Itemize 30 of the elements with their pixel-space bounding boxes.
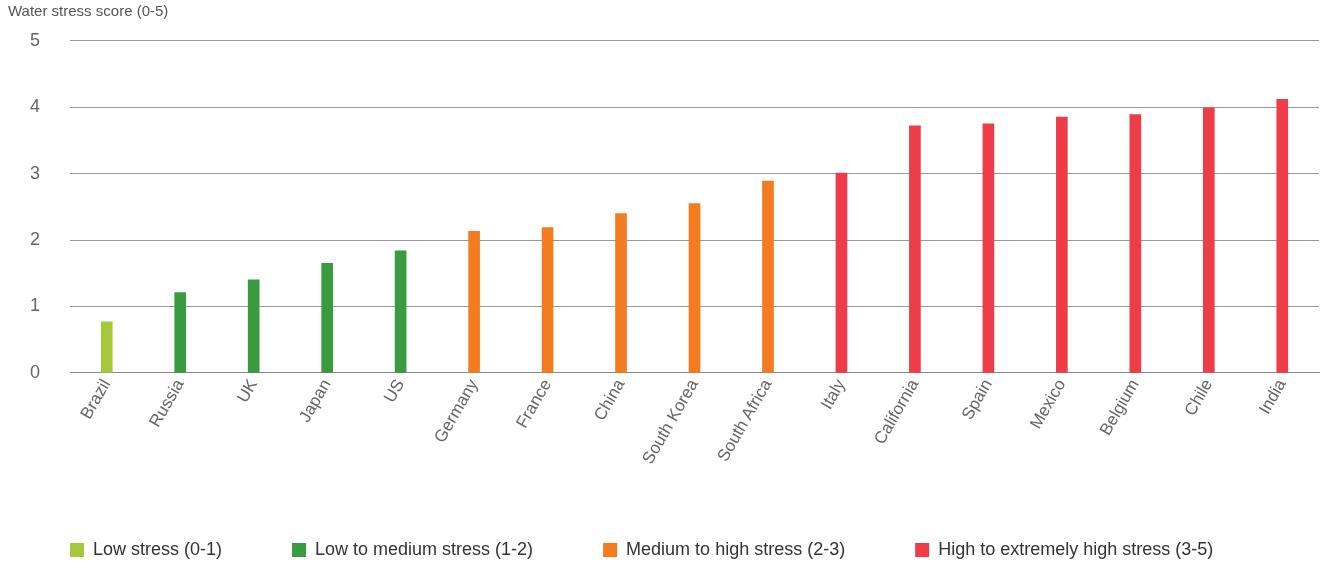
- bar: [321, 263, 333, 373]
- y-tick-label: 1: [30, 295, 41, 316]
- bar: [174, 292, 187, 373]
- legend-label: Medium to high stress (2-3): [626, 538, 846, 559]
- bar: [541, 227, 554, 373]
- y-tick-label: 0: [30, 361, 41, 382]
- bar: [247, 279, 260, 373]
- legend-label: High to extremely high stress (3-5): [938, 538, 1214, 559]
- bar: [394, 250, 407, 373]
- bar: [909, 125, 921, 373]
- x-tick-label: US: [379, 375, 409, 406]
- bar: [615, 213, 627, 373]
- y-tick-label: 2: [30, 229, 41, 250]
- y-tick-label: 5: [30, 29, 41, 50]
- bar: [1129, 114, 1142, 373]
- bar: [688, 203, 701, 373]
- bar: [762, 180, 774, 373]
- y-tick-label: 3: [30, 162, 41, 183]
- bar: [100, 321, 113, 373]
- legend-label: Low to medium stress (1-2): [315, 538, 534, 559]
- bar: [835, 172, 848, 373]
- bar: [1202, 107, 1215, 373]
- x-tick-label: UK: [232, 375, 262, 406]
- bar: [982, 123, 995, 373]
- bar: [1056, 116, 1068, 373]
- bar: [468, 231, 480, 373]
- y-axis-title: Water stress score (0-5): [8, 2, 169, 19]
- y-tick-label: 4: [30, 96, 41, 117]
- legend-label: Low stress (0-1): [93, 538, 223, 559]
- bar: [1276, 98, 1289, 373]
